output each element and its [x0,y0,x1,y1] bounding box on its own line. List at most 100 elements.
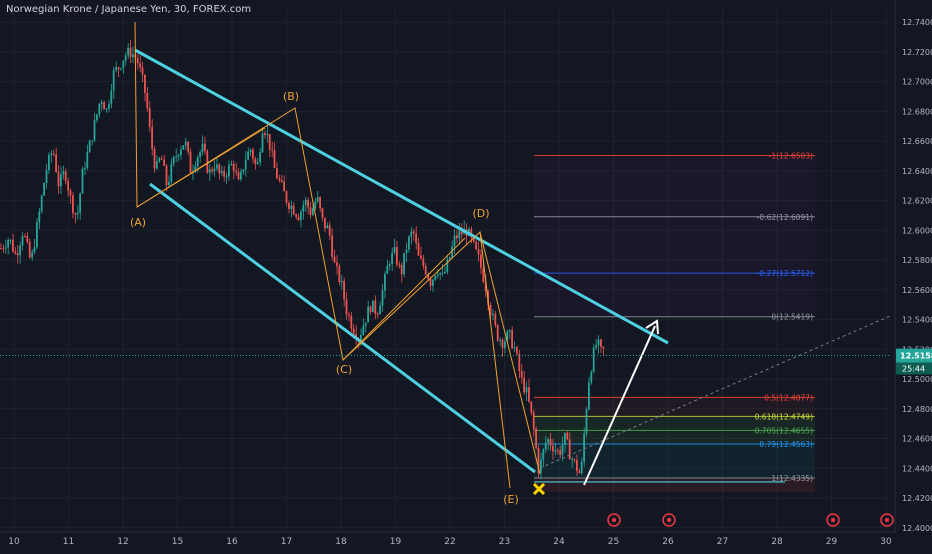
candle-body [542,449,545,460]
candle-body [367,306,369,323]
wave-line [479,231,541,475]
candle-body [220,171,223,174]
candle-body [175,156,177,158]
candle-body [50,153,53,156]
candle-body [105,108,108,110]
candle-body [489,304,492,316]
candle-body [427,274,429,279]
candle-body [216,164,218,169]
x-tick-label: 15 [172,537,183,547]
candle-body [127,47,129,56]
candle-body [247,151,249,160]
candle-body [340,280,343,283]
candle-body [590,372,593,383]
candle-body [0,248,2,250]
candle-body [211,169,213,172]
candle-body [415,233,417,243]
candle-body [597,339,600,346]
candle-body [218,164,221,174]
candle-body [139,63,141,68]
candle-body [328,225,331,236]
candle-body [122,60,125,69]
candle-body [84,168,86,170]
fib-level-label: 0.705(12.4655) [755,426,813,435]
candle-body [268,134,271,150]
x-tick-label: 27 [717,537,728,547]
candle-body [117,67,120,70]
y-tick-label: 12.5000 [902,375,932,384]
x-tick-label: 17 [281,537,292,547]
candle-body [31,252,33,258]
candle-body [547,439,549,443]
candle-body [511,330,513,349]
candle-body [456,235,458,239]
fib-level-label: -0.62(12.6091) [757,213,813,222]
candle-body [158,158,161,162]
candle-body [559,450,561,455]
candle-body [168,181,170,186]
y-tick-label: 12.4400 [902,464,932,473]
candle-body [314,201,317,209]
candle-body [312,208,314,215]
candle-body [45,170,48,183]
candle-body [444,271,446,273]
candle-body [69,190,72,196]
candle-body [225,176,228,178]
candle-body [273,150,276,168]
candle-body [595,345,597,348]
candle-body [103,102,105,110]
candle-body [55,154,57,172]
fib-level-label: -1(12.6503) [769,152,813,161]
y-tick-label: 12.6000 [902,226,932,235]
candle-body [19,245,21,256]
candle-body [384,273,386,291]
candle-body [472,237,475,242]
candle-body [552,445,554,452]
x-tick-label: 28 [771,537,783,547]
candle-body [475,241,477,250]
candle-body [477,249,480,255]
candle-body [40,195,43,212]
candle-body [588,382,590,410]
candle-body [422,258,425,266]
candle-body [554,450,557,452]
candle-body [348,314,350,316]
candle-body [112,69,115,91]
candle-body [321,208,324,218]
candle-body [412,231,415,234]
candle-body [120,68,122,70]
candle-body [240,171,242,180]
y-tick-label: 12.6400 [902,167,932,176]
candle-body [76,212,79,215]
wave-label: (D) [472,207,489,220]
candle-body [81,168,84,194]
candle-body [72,195,74,214]
candle-body [60,174,62,187]
candle-body [2,248,5,250]
candle-body [576,460,578,472]
candle-body [525,387,528,393]
candle-body [566,432,569,440]
candle-body [295,214,297,217]
candle-body [100,102,103,104]
candle-body [254,158,257,164]
y-tick-label: 12.4600 [902,435,932,444]
candle-body [482,267,485,282]
candle-body [213,168,216,172]
candle-body [424,265,427,275]
candle-body [153,148,156,169]
candle-body [518,353,521,371]
candle-body [362,325,365,335]
candle-body [196,157,199,167]
candle-body [223,171,225,177]
candle-body [36,222,38,248]
y-tick-label: 12.7000 [902,78,932,87]
candle-body [494,314,497,325]
candle-body [256,162,259,164]
candle-body [376,313,379,315]
x-tick-label: 22 [444,537,455,547]
event-icon [662,513,676,527]
candle-body [504,341,506,349]
candle-body [48,155,50,171]
